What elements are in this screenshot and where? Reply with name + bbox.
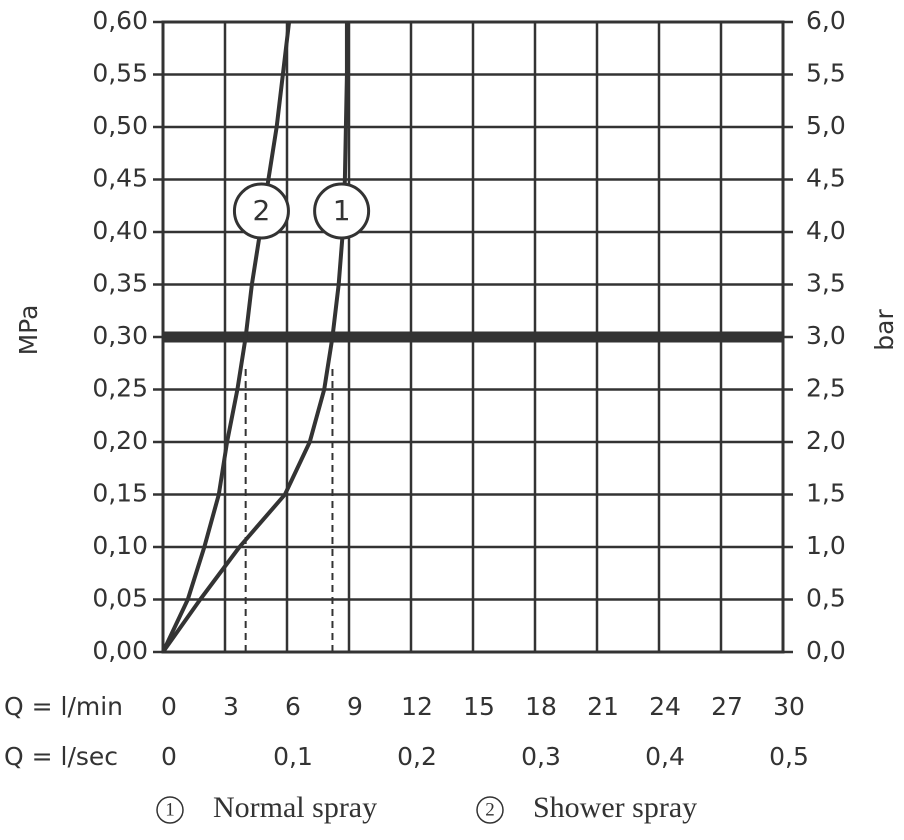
y2-tick-label: 0,0 <box>806 636 846 665</box>
y-tick-label: 0,55 <box>92 59 148 88</box>
legend-item: 1 Normal spray <box>156 791 377 824</box>
x-tick-label: 0 <box>161 692 177 721</box>
y2-tick-label: 0,5 <box>806 584 846 613</box>
y2-tick-label: 1,0 <box>806 531 846 560</box>
x-tick-label: 18 <box>525 692 557 721</box>
y-tick-label: 0,20 <box>92 426 148 455</box>
x-axis-label: Q = l/min <box>4 692 123 721</box>
x2-tick-label: 0,2 <box>397 742 437 771</box>
y-tick-label: 0,25 <box>92 374 148 403</box>
y2-tick-label: 3,5 <box>806 269 846 298</box>
y2-tick-label: 2,5 <box>806 374 846 403</box>
x2-tick-label: 0 <box>161 742 177 771</box>
y-tick-label: 0,15 <box>92 479 148 508</box>
x-tick-label: 3 <box>223 692 239 721</box>
y-tick-label: 0,45 <box>92 164 148 193</box>
y2-tick-label: 2,0 <box>806 426 846 455</box>
x-tick-label: 21 <box>587 692 619 721</box>
curve-label-circle <box>232 182 290 240</box>
legend-label: Shower spray <box>533 791 697 824</box>
curve <box>161 22 349 654</box>
y-tick-label: 0,60 <box>92 6 148 35</box>
curve-label: 1 <box>333 194 351 227</box>
x-tick-label: 6 <box>285 692 301 721</box>
x-tick-label: 30 <box>773 692 805 721</box>
x-tick-label: 27 <box>711 692 743 721</box>
y2-axis-label: bar <box>870 309 899 351</box>
x-tick-label: 15 <box>463 692 495 721</box>
x2-tick-label: 0,5 <box>769 742 809 771</box>
y-tick-label: 0,40 <box>92 216 148 245</box>
curve <box>161 21 292 653</box>
legend-item: 2 Shower spray <box>476 791 697 824</box>
y-tick-label: 0,05 <box>92 584 148 613</box>
legend-marker: 2 <box>485 799 495 820</box>
legend-marker: 1 <box>165 799 175 820</box>
x-tick-label: 24 <box>649 692 681 721</box>
legend-circle <box>476 796 504 824</box>
y-tick-label: 0,35 <box>92 269 148 298</box>
x-tick-label: 12 <box>401 692 433 721</box>
y2-tick-label: 5,5 <box>806 59 846 88</box>
x2-tick-label: 0,1 <box>273 742 313 771</box>
x-tick-label: 9 <box>347 692 363 721</box>
y-tick-label: 0,10 <box>92 531 148 560</box>
y2-tick-label: 1,5 <box>806 479 846 508</box>
curve-label: 2 <box>253 194 271 227</box>
y2-tick-label: 6,0 <box>806 6 846 35</box>
x2-axis-label: Q = l/sec <box>4 742 118 771</box>
y-tick-label: 0,30 <box>92 321 148 350</box>
y-axis-label: MPa <box>14 305 43 356</box>
y-tick-label: 0,00 <box>92 636 148 665</box>
y2-tick-label: 4,0 <box>806 216 846 245</box>
curve-label-circle <box>313 182 371 240</box>
y2-tick-label: 5,0 <box>806 111 846 140</box>
y-tick-label: 0,50 <box>92 111 148 140</box>
legend-circle <box>156 796 184 824</box>
x2-tick-label: 0,4 <box>645 742 685 771</box>
legend-label: Normal spray <box>213 791 377 824</box>
y2-tick-label: 4,5 <box>806 164 846 193</box>
y2-tick-label: 3,0 <box>806 321 846 350</box>
x2-tick-label: 0,3 <box>521 742 561 771</box>
